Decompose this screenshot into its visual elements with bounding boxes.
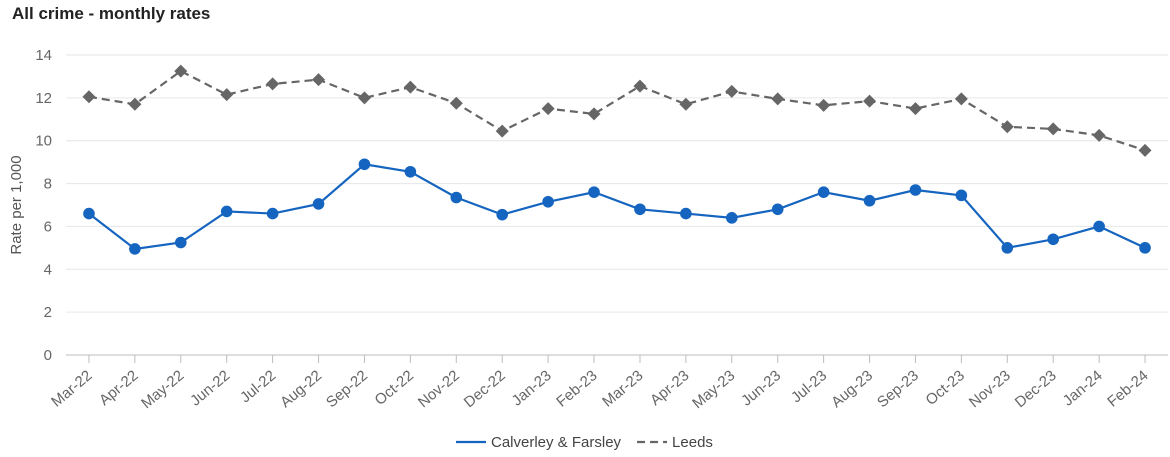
data-point[interactable]: [128, 97, 142, 111]
data-point[interactable]: [588, 186, 600, 198]
x-tick-label: Oct-22: [372, 367, 417, 409]
data-point[interactable]: [680, 207, 692, 220]
data-point[interactable]: [863, 194, 876, 207]
data-point[interactable]: [1001, 242, 1014, 254]
series-group: [82, 64, 1152, 255]
data-point[interactable]: [312, 73, 326, 87]
data-point[interactable]: [266, 207, 279, 220]
legend: Calverley & Farsley Leeds: [456, 434, 713, 451]
x-tick-label: Dec-22: [461, 367, 509, 411]
data-point[interactable]: [174, 64, 188, 78]
data-point[interactable]: [358, 158, 371, 171]
x-tick-label: Aug-22: [277, 367, 325, 411]
data-point[interactable]: [266, 77, 280, 91]
x-tick-label: Aug-23: [828, 367, 876, 411]
data-point[interactable]: [449, 96, 463, 110]
x-tick-label: Jan-23: [509, 367, 555, 410]
data-point[interactable]: [1139, 242, 1151, 254]
legend-label: Leeds: [672, 434, 713, 451]
data-point[interactable]: [1093, 220, 1105, 233]
series-line: [88, 69, 1146, 152]
data-point[interactable]: [82, 90, 96, 104]
data-point[interactable]: [771, 203, 784, 216]
data-point[interactable]: [1046, 122, 1060, 136]
x-tick-label: Oct-23: [923, 367, 968, 409]
data-point[interactable]: [1092, 128, 1106, 142]
data-point[interactable]: [404, 165, 417, 178]
y-tick-label: 10: [35, 133, 52, 150]
data-point[interactable]: [450, 191, 463, 204]
y-tick-label: 6: [44, 218, 52, 235]
data-point[interactable]: [1047, 233, 1060, 246]
x-tick-label: Dec-23: [1012, 367, 1060, 411]
data-point[interactable]: [634, 203, 646, 216]
x-tick-label: Nov-23: [966, 367, 1014, 411]
data-point[interactable]: [542, 195, 554, 208]
data-point[interactable]: [312, 198, 325, 210]
data-point[interactable]: [725, 212, 738, 224]
x-tick-label: Jun-22: [187, 367, 233, 410]
data-point[interactable]: [495, 124, 509, 138]
y-axis-title: Rate per 1,000: [8, 155, 25, 254]
x-tick-label: Mar-22: [48, 367, 95, 411]
x-tick-label: Jul-23: [788, 367, 830, 406]
legend-item[interactable]: Calverley & Farsley: [456, 434, 622, 451]
y-tick-label: 0: [44, 347, 52, 364]
series-line: [88, 163, 1146, 251]
chart-title: All crime - monthly rates: [12, 4, 211, 23]
y-tick-label: 12: [35, 90, 52, 107]
y-tick-label: 2: [44, 304, 52, 321]
data-point[interactable]: [954, 92, 968, 106]
data-point[interactable]: [220, 205, 233, 218]
data-point[interactable]: [908, 102, 922, 116]
data-point[interactable]: [771, 92, 785, 106]
data-point[interactable]: [817, 98, 831, 112]
data-point[interactable]: [587, 107, 601, 121]
data-point[interactable]: [909, 184, 922, 196]
legend-label: Calverley & Farsley: [491, 434, 622, 451]
x-tick-label: Mar-23: [599, 367, 646, 411]
x-tick-label: Apr-23: [647, 367, 692, 409]
x-tick-label: Jan-24: [1060, 367, 1106, 410]
data-point[interactable]: [496, 208, 509, 221]
data-point[interactable]: [1138, 143, 1152, 157]
data-point[interactable]: [863, 94, 877, 108]
data-point[interactable]: [174, 236, 187, 249]
x-tick-label: Jun-23: [738, 367, 784, 410]
y-tick-label: 14: [35, 47, 52, 64]
data-point[interactable]: [679, 97, 693, 111]
data-point[interactable]: [357, 91, 371, 105]
data-point[interactable]: [955, 189, 968, 202]
x-tick-label: Sep-22: [323, 367, 371, 411]
y-tick-label: 8: [44, 176, 52, 193]
data-point[interactable]: [725, 84, 739, 98]
data-point[interactable]: [541, 102, 555, 116]
x-tick-label: Nov-22: [415, 367, 463, 411]
series-leeds: [82, 64, 1152, 157]
data-point[interactable]: [1000, 120, 1014, 134]
data-point[interactable]: [403, 80, 417, 94]
x-tick-label: May-22: [138, 367, 187, 412]
x-tick-label: Feb-23: [553, 367, 600, 411]
data-point[interactable]: [817, 186, 830, 198]
data-point[interactable]: [220, 88, 234, 102]
x-tick-label: Apr-22: [96, 367, 141, 409]
x-tick-label: May-23: [689, 367, 738, 412]
series-calverley-farsley: [83, 158, 1151, 255]
y-tick-label: 4: [44, 261, 52, 278]
data-point[interactable]: [633, 79, 647, 93]
x-tick-label: Jul-22: [237, 367, 279, 406]
grid-lines: [66, 54, 1168, 356]
x-tick-label: Sep-23: [874, 367, 922, 411]
data-point[interactable]: [83, 207, 95, 220]
data-point[interactable]: [129, 243, 141, 255]
x-tick-label: Feb-24: [1104, 367, 1151, 411]
legend-item[interactable]: Leeds: [637, 434, 713, 451]
y-axis: 0 2 4 6 8 10 12 14: [35, 47, 52, 364]
